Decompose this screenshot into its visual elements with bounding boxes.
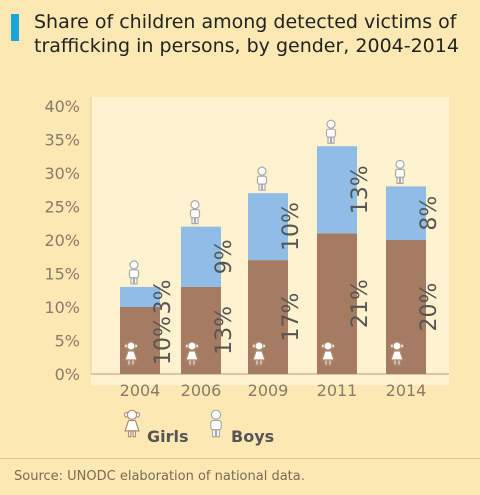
girl-leg [397, 359, 401, 366]
y-tick-label: 15% [44, 265, 80, 284]
boy-leg [327, 136, 332, 144]
boy-leg [215, 429, 221, 438]
title-accent-bar [11, 14, 19, 41]
chart-title: Share of children among detected victims… [34, 11, 459, 57]
girl-leg [393, 359, 397, 366]
girl-dress [124, 419, 140, 432]
girl-head [187, 341, 197, 351]
boy-leg [130, 277, 135, 285]
girl-icon [320, 341, 336, 366]
data-label-boys: 9% [212, 239, 237, 274]
boy-head [257, 166, 267, 176]
girl-dress [252, 350, 266, 361]
legend-boy-icon [210, 409, 222, 438]
girl-leg [127, 430, 132, 438]
boy-leg [330, 136, 335, 144]
girl-leg [132, 430, 137, 438]
girl-leg [259, 359, 263, 366]
girl-dress [321, 350, 335, 361]
data-label-girls: 20% [417, 283, 442, 332]
data-label-boys: 10% [279, 202, 304, 251]
data-label-girls: 13% [212, 306, 237, 355]
y-tick-label: 25% [44, 198, 80, 217]
bar-girls [386, 240, 426, 374]
bar-girls [120, 307, 160, 374]
data-label-girls: 10% [151, 316, 176, 365]
y-tick-label: 30% [44, 164, 80, 183]
boy-leg [211, 429, 217, 438]
girl-leg [192, 359, 196, 366]
boy-icon [128, 260, 140, 285]
data-label-boys: 3% [151, 279, 176, 314]
girl-leg [131, 359, 135, 366]
boy-body [256, 175, 268, 185]
x-tick-label: 2004 [120, 381, 161, 400]
x-tick-label: 2006 [181, 381, 222, 400]
boy-leg [194, 217, 199, 225]
girl-icon [184, 341, 200, 366]
boy-icon [189, 200, 201, 225]
girl-leg [324, 359, 328, 366]
boy-head [129, 260, 139, 270]
girl-head [254, 341, 264, 351]
data-label-boys: 13% [348, 165, 373, 214]
y-tick-label: 20% [44, 231, 80, 250]
boy-leg [133, 277, 138, 285]
girl-leg [255, 359, 259, 366]
girl-dress [390, 350, 404, 361]
boy-body [394, 168, 406, 178]
girl-head [323, 341, 333, 351]
boy-head [395, 159, 405, 169]
boy-body [210, 419, 222, 431]
x-tick-label: 2011 [317, 381, 358, 400]
bar-boys [181, 226, 221, 287]
boy-icon [325, 119, 337, 144]
y-tick-label: 35% [44, 131, 80, 150]
boy-head [190, 200, 200, 210]
y-tick-label: 40% [44, 97, 80, 116]
y-tick-label: 10% [44, 298, 80, 317]
legend-label-girls: Girls [147, 427, 189, 446]
x-tick-label: 2014 [386, 381, 427, 400]
boy-icon [394, 159, 406, 184]
legend-girl-icon [123, 409, 141, 438]
boy-head [210, 409, 222, 420]
girl-icon [123, 341, 139, 366]
boy-icon [256, 166, 268, 191]
boy-leg [261, 183, 266, 191]
girl-icon [251, 341, 267, 366]
data-label-girls: 21% [348, 279, 373, 328]
source-note: Source: UNODC elaboration of national da… [14, 469, 305, 484]
girl-leg [188, 359, 192, 366]
footer-divider [0, 458, 480, 459]
legend-label-boys: Boys [231, 427, 274, 446]
girl-icon [389, 341, 405, 366]
data-label-girls: 17% [279, 293, 304, 342]
x-tick-label: 2009 [248, 381, 289, 400]
bar-girls [317, 233, 357, 374]
bar-boys [317, 146, 357, 234]
boy-leg [191, 217, 196, 225]
girl-head [126, 341, 136, 351]
girl-dress [185, 350, 199, 361]
girl-dress [124, 350, 138, 361]
girl-leg [328, 359, 332, 366]
bar-boys [248, 193, 288, 261]
boy-leg [258, 183, 263, 191]
boy-body [128, 269, 140, 279]
bar-boys [120, 286, 160, 307]
bar-boys [386, 186, 426, 240]
girl-leg [127, 359, 131, 366]
boy-leg [396, 176, 401, 184]
girl-head [392, 341, 402, 351]
y-tick-label: 0% [55, 365, 80, 384]
boy-body [325, 128, 337, 138]
boy-head [326, 119, 336, 129]
boy-leg [399, 176, 404, 184]
y-tick-label: 5% [55, 332, 80, 351]
girl-head [126, 409, 138, 420]
boy-body [189, 209, 201, 219]
data-label-boys: 8% [417, 196, 442, 231]
